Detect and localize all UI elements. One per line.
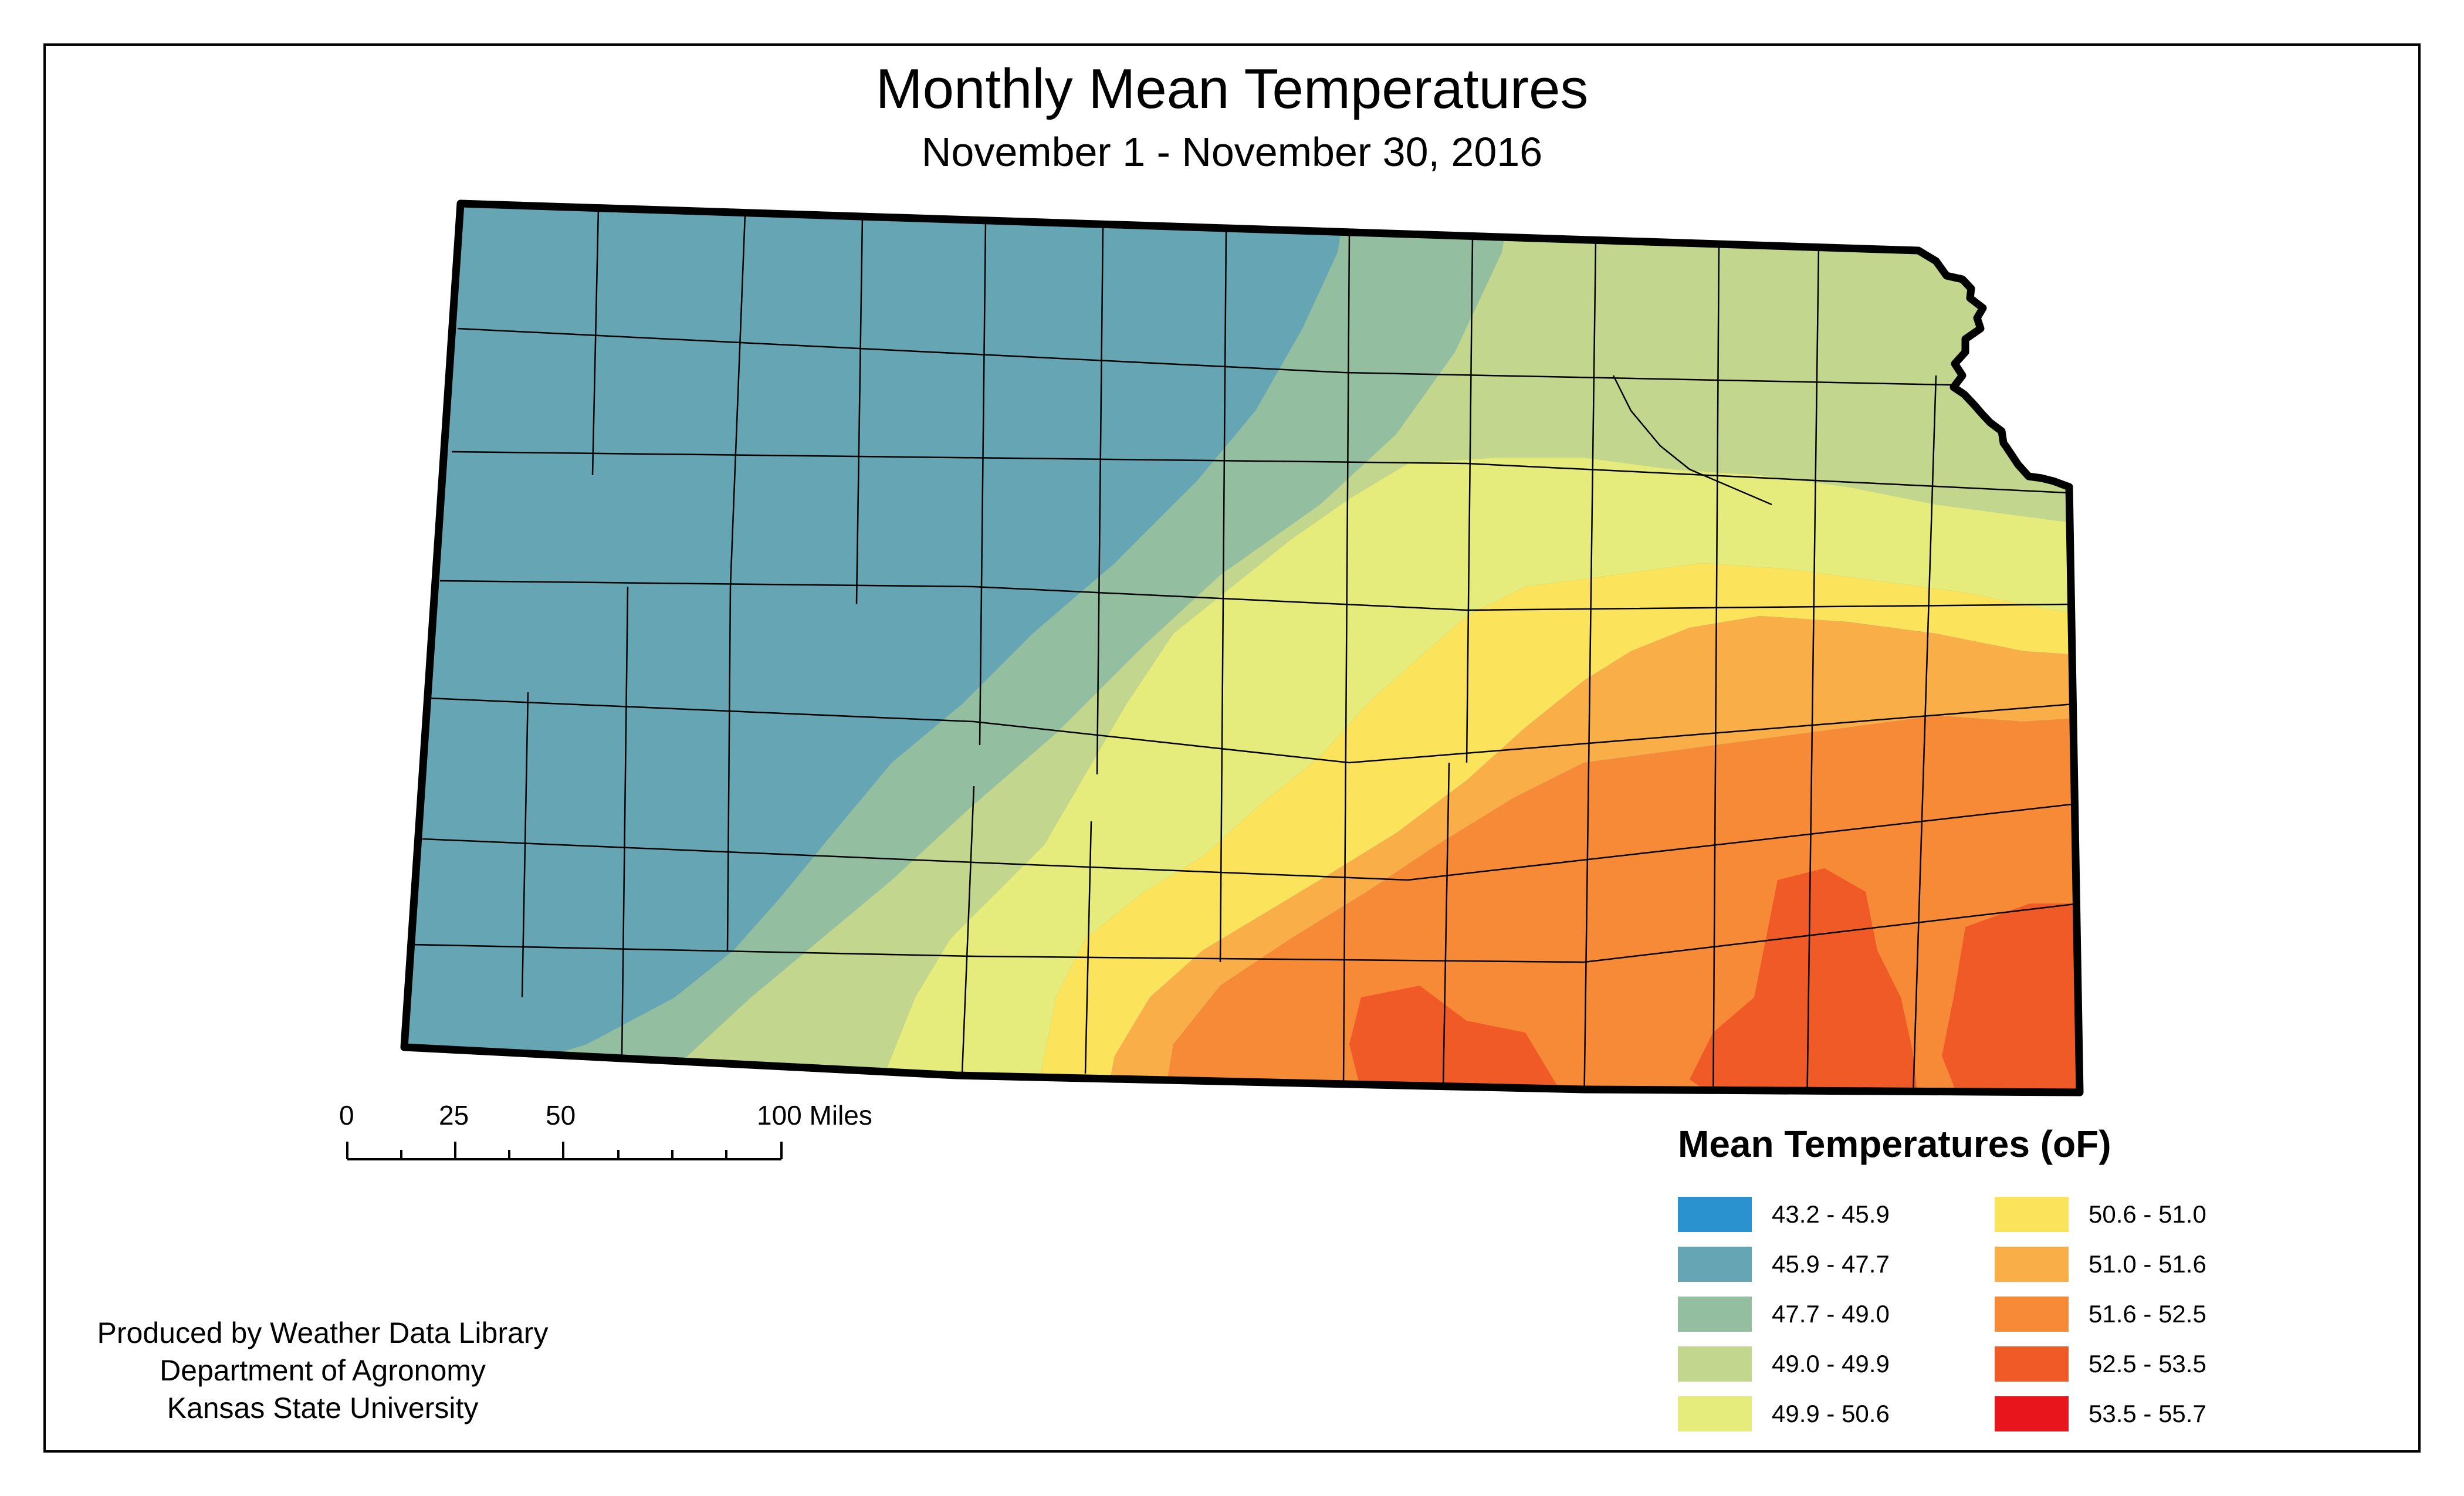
legend-swatch bbox=[1678, 1396, 1752, 1431]
zone-52-5-53-5-southeast bbox=[1942, 903, 2080, 1092]
credits-line-3: Kansas State University bbox=[167, 1392, 479, 1424]
zone-52-5-53-5-east bbox=[1690, 868, 1918, 1092]
scale-label-0: 0 bbox=[339, 1100, 354, 1131]
map-frame bbox=[43, 43, 2421, 1453]
zone-50-6-51-0 bbox=[1033, 563, 2080, 1092]
legend-label: 43.2 - 45.9 bbox=[1772, 1200, 1890, 1228]
scale-label-25: 25 bbox=[439, 1100, 469, 1131]
legend-swatch bbox=[1995, 1197, 2069, 1232]
legend-label: 49.9 - 50.6 bbox=[1772, 1400, 1890, 1427]
zone-51-0-51-6 bbox=[1103, 616, 2080, 1092]
credits-line-2: Department of Agronomy bbox=[160, 1354, 486, 1387]
legend-label: 52.5 - 53.5 bbox=[2089, 1350, 2206, 1377]
map-title: Monthly Mean Temperatures bbox=[875, 57, 1589, 120]
legend-label: 51.0 - 51.6 bbox=[2089, 1250, 2206, 1278]
zone-49-0-49-9 bbox=[587, 204, 2080, 1092]
credits: Produced by Weather Data Library Departm… bbox=[59, 1314, 587, 1427]
scale-label-50: 50 bbox=[546, 1100, 576, 1131]
scale-bar bbox=[346, 1142, 783, 1160]
temperature-zones bbox=[404, 204, 2080, 1092]
county-boundaries bbox=[410, 208, 2080, 1092]
legend-swatch bbox=[1678, 1346, 1752, 1382]
legend-swatch bbox=[1995, 1396, 2069, 1431]
legend-label: 50.6 - 51.0 bbox=[2089, 1200, 2206, 1228]
kansas-state-outline bbox=[400, 199, 2084, 1096]
map-subtitle: November 1 - November 30, 2016 bbox=[921, 129, 1543, 175]
zone-45-9-47-7 bbox=[404, 204, 1349, 1092]
legend-label: 51.6 - 52.5 bbox=[2089, 1300, 2206, 1328]
legend-label: 47.7 - 49.0 bbox=[1772, 1300, 1890, 1328]
legend-swatch bbox=[1678, 1297, 1752, 1332]
legend-label: 53.5 - 55.7 bbox=[2089, 1400, 2206, 1427]
scale-label-100-miles: 100 Miles bbox=[757, 1100, 872, 1131]
legend-label: 45.9 - 47.7 bbox=[1772, 1250, 1890, 1278]
zone-49-9-50-6 bbox=[868, 458, 2080, 1092]
legend-swatch bbox=[1678, 1247, 1752, 1282]
legend-swatch bbox=[1678, 1197, 1752, 1232]
legend-swatch bbox=[1995, 1297, 2069, 1332]
zone-52-5-53-5-south bbox=[1349, 986, 1561, 1091]
zone-45-9-47-7-southwest bbox=[411, 774, 540, 939]
zone-47-7-49-0 bbox=[404, 204, 1514, 1092]
legend-title: Mean Temperatures (oF) bbox=[1678, 1123, 2111, 1165]
legend-swatch bbox=[1995, 1247, 2069, 1282]
legend-swatch bbox=[1995, 1346, 2069, 1382]
credits-line-1: Produced by Weather Data Library bbox=[97, 1316, 549, 1349]
legend-label: 49.0 - 49.9 bbox=[1772, 1350, 1890, 1377]
